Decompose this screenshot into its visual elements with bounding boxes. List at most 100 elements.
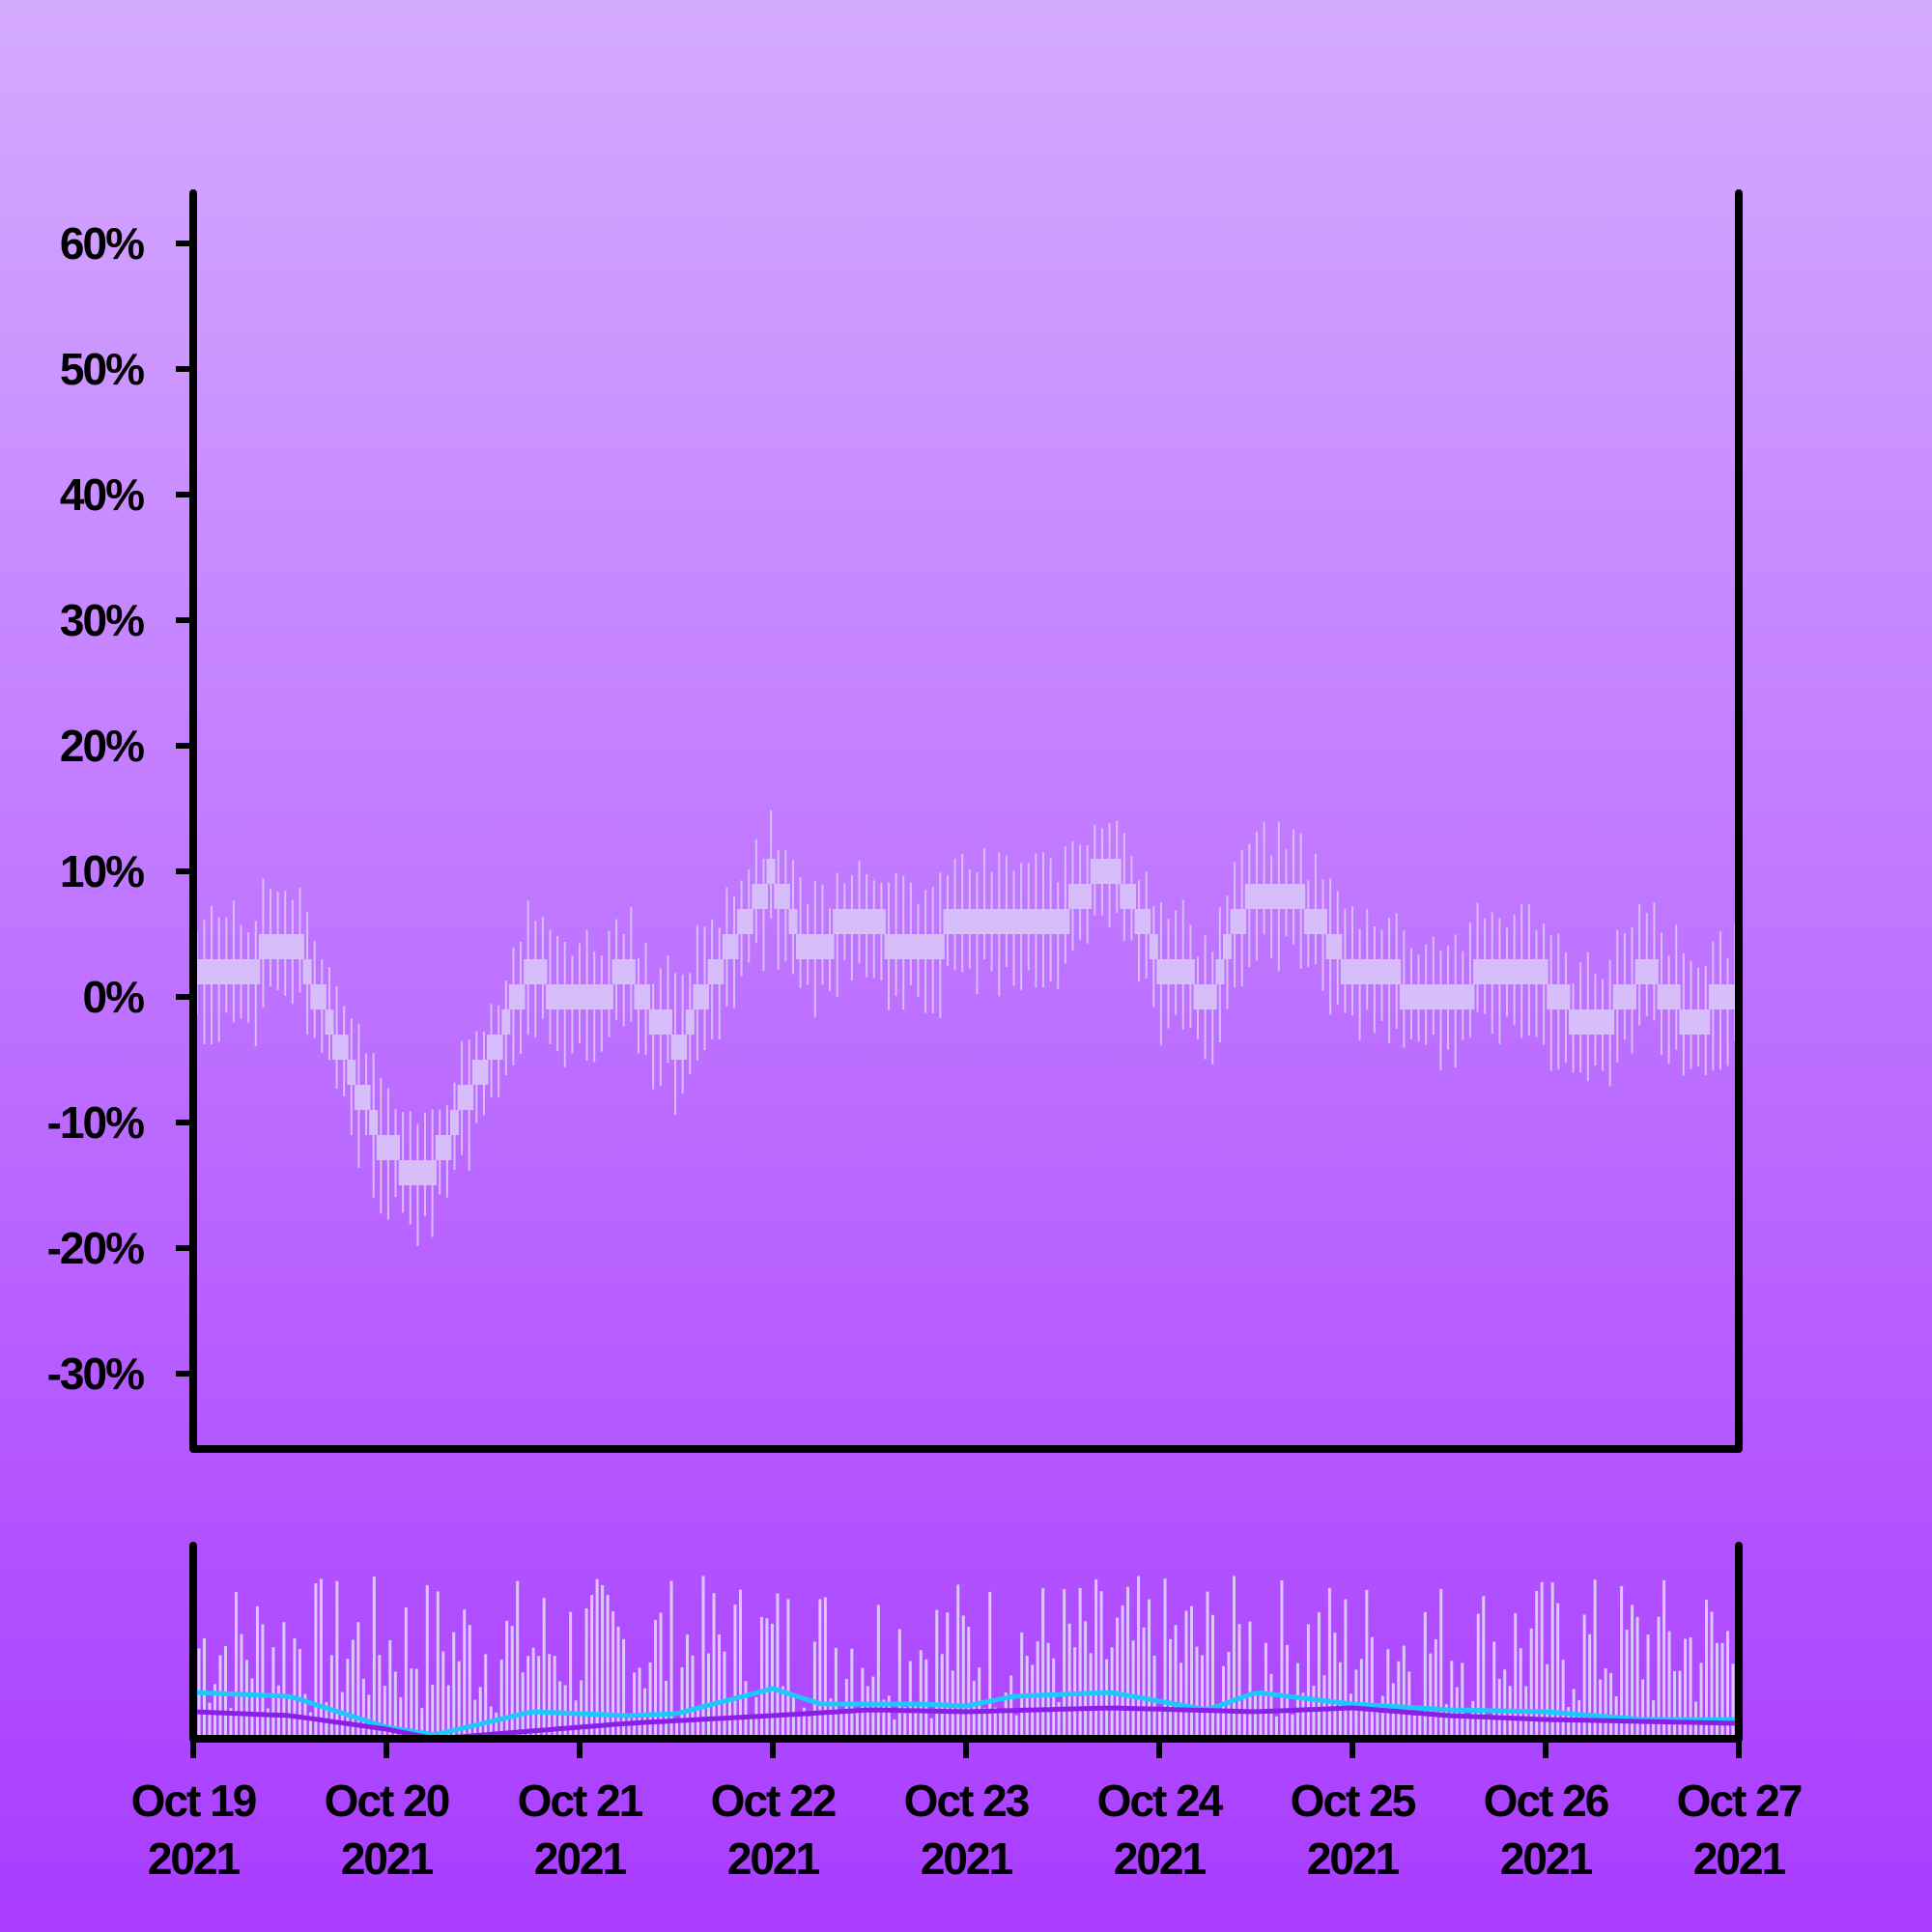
candle-body [442,1135,452,1160]
candle-body [1016,909,1026,934]
candle-body [553,984,562,1009]
candle [560,942,570,1067]
candle-body [295,934,304,959]
candle [1149,905,1158,1008]
candle-body [1473,959,1483,984]
candle-body [1075,884,1085,909]
candle-body [892,934,901,959]
candle [619,933,629,1027]
candle-body [884,934,894,959]
y-tick-label: -10% [47,1097,144,1148]
candle [1208,952,1217,1065]
y-tick: 30% [60,595,193,645]
candle [1296,834,1306,969]
y-tick: -30% [47,1349,193,1399]
volume-bar [967,1627,971,1739]
candle [376,1077,385,1214]
candle-body [1451,984,1461,1009]
candle [214,917,224,1042]
candle [530,921,540,1037]
candle [516,942,526,1055]
candle [1355,928,1365,1040]
candle [273,891,283,991]
candle-body [508,984,518,1009]
candle-body [1414,984,1424,1009]
volume-bar [723,1651,726,1739]
volume-bar [1041,1588,1045,1739]
candle [1362,908,1372,1010]
candle-body [1120,884,1129,909]
volume-bar [1397,1661,1401,1739]
volume-bar [993,1707,997,1739]
candle [796,877,806,988]
candle-body [1620,984,1630,1009]
candle [1179,899,1188,1030]
candle-body [361,1085,371,1110]
volume-bar [1716,1642,1719,1739]
candle-body [1642,959,1652,984]
candle-body [516,984,526,1009]
volume-bar [495,1712,498,1739]
volume-bar [1678,1670,1682,1739]
volume-bar [271,1647,275,1739]
candle [1634,903,1644,1026]
candle-body [722,934,731,959]
candle [524,900,533,1036]
candle-body [229,959,239,984]
candle-body [1215,959,1225,984]
volume-bar [595,1578,599,1739]
candle-body [1569,1009,1578,1035]
candle [1252,831,1262,961]
candle-body [288,934,298,959]
candle [280,891,290,997]
x-tick-label-year: 2021 [1114,1833,1207,1884]
candle [295,887,304,993]
volume-bar [791,1694,795,1739]
volume-bar [686,1634,690,1739]
candle-body [1370,959,1379,984]
volume-bar [876,1605,880,1739]
candle-body [538,959,548,984]
candle [1510,915,1520,1026]
candle-body [1547,984,1556,1009]
candle [965,868,975,969]
candle [575,943,584,1043]
candle [906,882,916,985]
candle [1569,983,1578,1073]
candle [1605,959,1615,1087]
candle [869,880,879,979]
candle-body [376,1135,385,1160]
volume-bar [1365,1589,1369,1739]
candle [1451,934,1461,1068]
candle-body [1679,1009,1689,1035]
candle-body [1561,984,1571,1009]
volume-bar [1699,1662,1703,1739]
candle [1671,923,1681,1050]
volume-bar [526,1656,530,1739]
volume-bar [505,1620,509,1739]
candle-body [1179,959,1188,984]
candle [1120,833,1129,941]
volume-bar [707,1653,711,1739]
x-tick-label-date: Oct 25 [1291,1776,1416,1826]
volume-bar [1370,1636,1374,1739]
candle-body [619,959,629,984]
candle-body [965,909,975,934]
volume-bar [584,1608,588,1739]
volume-bar [924,1659,928,1739]
candle [972,871,981,994]
candle-body [1708,984,1718,1009]
x-tick-label-year: 2021 [727,1833,820,1884]
candle [766,810,776,919]
candle [862,874,871,978]
volume-bar [1126,1586,1130,1739]
candle-body [862,909,871,934]
volume-bar [1163,1578,1167,1739]
candle-body [656,1009,666,1035]
price-axes-frame [189,189,1743,1453]
candle [634,957,643,1054]
volume-bar [1450,1661,1454,1739]
y-tick-label: -20% [47,1223,144,1273]
candle [1708,941,1718,1070]
candle-body [781,884,790,909]
